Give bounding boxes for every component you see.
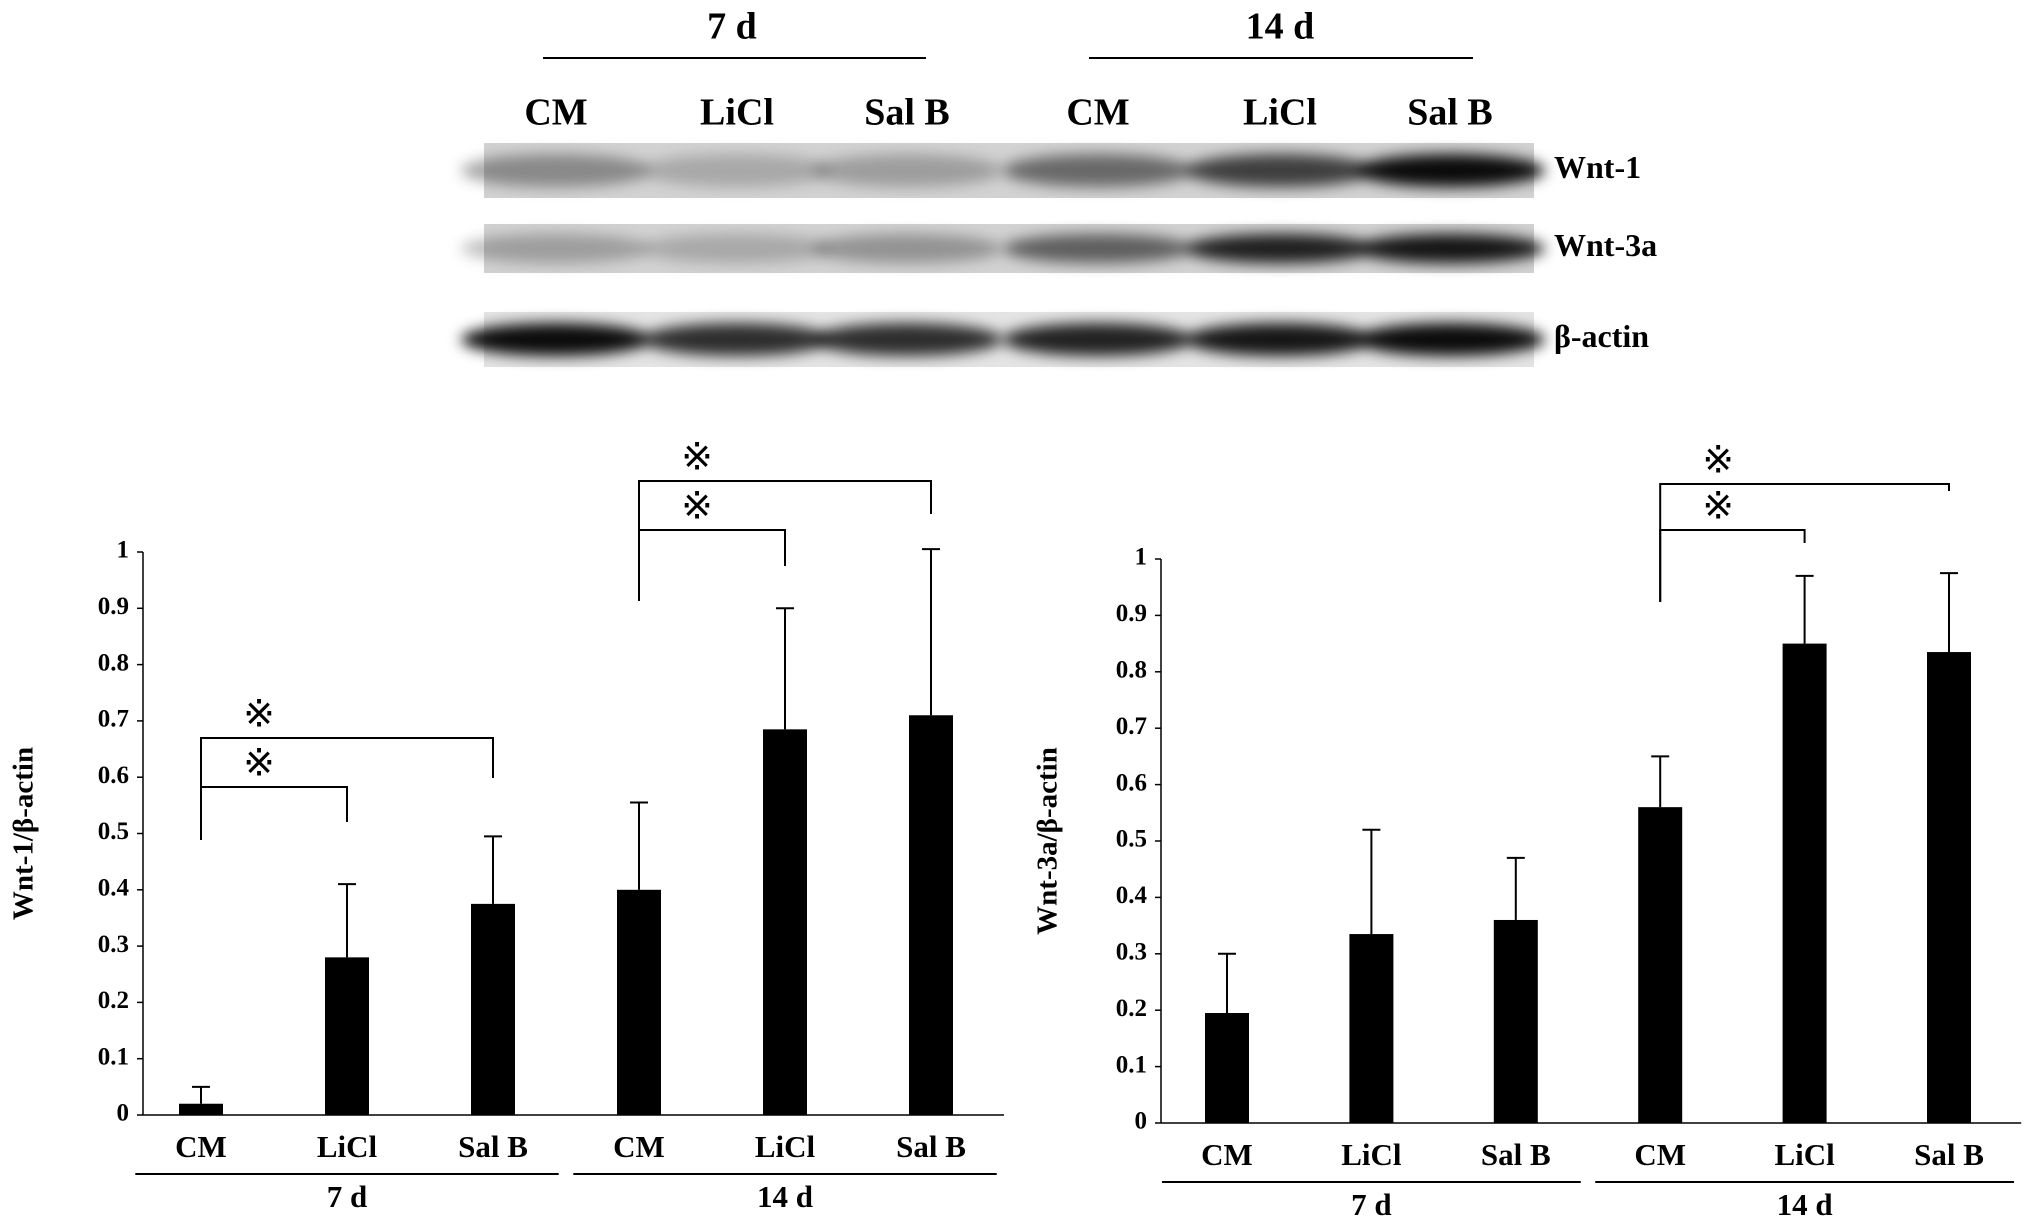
- x-tick-label: LiCl: [317, 1129, 378, 1164]
- blot-band: [1003, 323, 1193, 356]
- blot-band: [1185, 233, 1375, 264]
- blot-band: [642, 233, 832, 264]
- y-tick-label: 0.6: [98, 762, 129, 789]
- x-tick-label: CM: [613, 1129, 665, 1164]
- significance-bracket: [200, 786, 348, 840]
- bar: [325, 957, 369, 1115]
- y-tick-label: 0.3: [98, 931, 129, 958]
- blot-lane-label: LiCl: [700, 92, 774, 134]
- x-tick-label: Sal B: [458, 1129, 528, 1164]
- blot-bands: [461, 154, 1545, 187]
- blot-band: [1003, 154, 1193, 187]
- bar: [763, 729, 807, 1115]
- significance-label: ※: [243, 694, 275, 736]
- x-tick-label: LiCl: [1774, 1137, 1835, 1172]
- y-tick-label: 0.7: [1116, 713, 1147, 740]
- bar: [1493, 919, 1538, 1123]
- significance-bracket: [638, 529, 786, 601]
- blot-band: [812, 233, 1002, 264]
- significance-label: ※: [1702, 440, 1734, 482]
- significance-label: ※: [681, 486, 713, 528]
- bar: [1782, 643, 1827, 1123]
- x-tick-label: CM: [1634, 1137, 1686, 1172]
- blot-band: [1185, 323, 1375, 356]
- y-tick-label: 1: [1135, 544, 1148, 571]
- y-tick-label: 0.5: [1116, 826, 1147, 853]
- group-label: 14 d: [757, 1179, 813, 1214]
- group-label: 7 d: [327, 1179, 368, 1214]
- x-tick-label: Sal B: [896, 1129, 966, 1164]
- y-tick-label: 0.2: [1116, 995, 1147, 1022]
- x-tick-label: CM: [175, 1129, 227, 1164]
- blot-lane-label: CM: [1066, 92, 1129, 134]
- significance-bracket: [1659, 529, 1806, 602]
- blot-band: [1003, 233, 1193, 264]
- bar: [179, 1103, 223, 1115]
- bar: [471, 903, 515, 1115]
- y-tick-label: 0.8: [98, 649, 129, 676]
- blot-band: [461, 233, 651, 264]
- y-tick-label: 0.4: [1116, 882, 1148, 909]
- blot-band: [642, 323, 832, 356]
- bar: [909, 715, 953, 1115]
- y-tick-label: 0.9: [98, 593, 129, 620]
- significance-label: ※: [681, 437, 713, 479]
- y-tick-label: 0: [117, 1100, 130, 1127]
- x-tick-label: Sal B: [1481, 1137, 1551, 1172]
- bar: [617, 889, 661, 1115]
- blot-row-label: β-actin: [1554, 318, 1649, 354]
- blot-band: [1355, 323, 1545, 356]
- bar: [1349, 934, 1394, 1123]
- y-axis-label: Wnt-1/β-actin: [8, 747, 40, 920]
- x-tick-label: Sal B: [1914, 1137, 1984, 1172]
- blot-band: [461, 323, 651, 356]
- blot-bands: [461, 233, 1545, 264]
- blot-lane-label: Sal B: [1407, 92, 1493, 134]
- x-tick-label: CM: [1201, 1137, 1253, 1172]
- y-tick-label: 1: [117, 537, 130, 564]
- y-tick-label: 0.4: [98, 875, 130, 902]
- blot-row-label: Wnt-3a: [1554, 227, 1657, 263]
- blot-lane-label: CM: [524, 92, 587, 134]
- blot-band: [812, 154, 1002, 187]
- y-tick-label: 0.9: [1116, 600, 1147, 627]
- y-tick-label: 0.6: [1116, 769, 1147, 796]
- blot-group-label: 7 d: [707, 6, 757, 48]
- y-tick-label: 0: [1135, 1108, 1148, 1135]
- blot-bands: [461, 323, 1545, 356]
- y-tick-label: 0.1: [1116, 1051, 1147, 1078]
- y-tick-label: 0.2: [98, 987, 129, 1014]
- y-tick-label: 0.7: [98, 706, 129, 733]
- y-axis-label: Wnt-3a/β-actin: [1032, 747, 1064, 935]
- y-tick-label: 0.1: [98, 1043, 129, 1070]
- blot-row-label: Wnt-1: [1554, 149, 1641, 185]
- blot-band: [1185, 154, 1375, 187]
- bar: [1638, 807, 1683, 1123]
- significance-label: ※: [243, 743, 275, 785]
- blot-band: [1355, 233, 1545, 264]
- x-tick-label: LiCl: [1341, 1137, 1402, 1172]
- significance-label: ※: [1702, 486, 1734, 528]
- blot-group-label: 14 d: [1246, 6, 1315, 48]
- bar: [1927, 652, 1971, 1123]
- significance-bracket: [638, 480, 932, 601]
- blot-band: [1355, 154, 1545, 187]
- significance-bracket: [200, 737, 494, 840]
- blot-band: [642, 154, 832, 187]
- y-tick-label: 0.8: [1116, 657, 1147, 684]
- group-label: 7 d: [1351, 1187, 1392, 1221]
- y-tick-label: 0.3: [1116, 939, 1147, 966]
- blot-band: [812, 323, 1002, 356]
- y-tick-label: 0.5: [98, 818, 129, 845]
- blot-lane-label: Sal B: [864, 92, 950, 134]
- group-label: 14 d: [1777, 1187, 1833, 1221]
- blot-band: [461, 154, 651, 187]
- x-tick-label: LiCl: [755, 1129, 816, 1164]
- significance-bracket: [1659, 483, 1950, 602]
- bar: [1205, 1013, 1249, 1123]
- blot-lane-label: LiCl: [1243, 92, 1317, 134]
